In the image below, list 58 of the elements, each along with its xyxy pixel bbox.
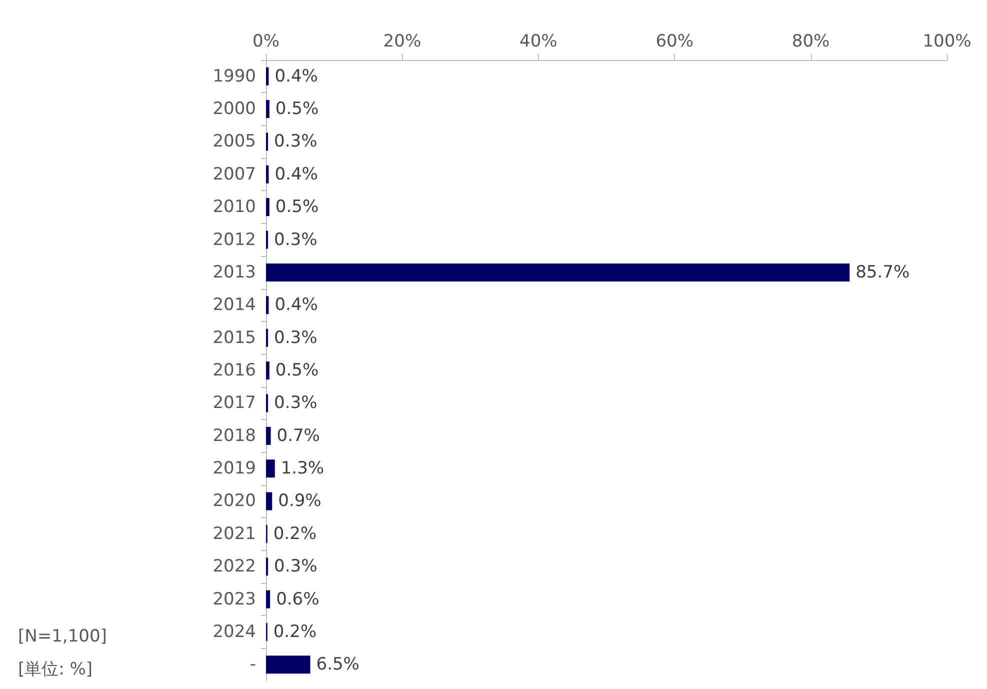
data-label: 0.5%	[275, 360, 319, 380]
y-tick-label: 2007	[212, 164, 256, 184]
x-tick-label: 100%	[922, 32, 972, 52]
bar	[266, 362, 270, 380]
data-label: 0.2%	[273, 622, 317, 642]
x-tick-label: 20%	[383, 32, 422, 52]
y-tick-label: 2018	[212, 426, 256, 446]
data-label: 0.4%	[274, 164, 318, 184]
data-label: 0.4%	[274, 66, 318, 86]
data-label: 0.9%	[278, 491, 322, 512]
y-tick-label: 2022	[212, 556, 256, 577]
y-tick-label: 2010	[212, 197, 256, 218]
x-tick-label: 40%	[520, 32, 558, 52]
bar	[266, 165, 269, 184]
x-tick-label: 60%	[656, 32, 694, 52]
bar	[266, 67, 269, 86]
data-label: 0.3%	[274, 132, 318, 152]
data-label: 0.5%	[275, 99, 319, 120]
bar	[266, 460, 275, 478]
bar	[266, 590, 270, 608]
bar	[266, 426, 271, 445]
y-tick-label: 2021	[212, 524, 256, 544]
data-label: 0.5%	[275, 197, 319, 218]
data-label: 85.7%	[856, 262, 910, 282]
data-label: 0.3%	[274, 328, 318, 348]
x-tick-label: 0%	[252, 32, 280, 52]
data-label: 1.3%	[280, 458, 324, 479]
y-tick-label: 2014	[212, 295, 256, 316]
y-tick-label: 2024	[212, 622, 256, 642]
data-label: 0.3%	[274, 230, 318, 250]
bar	[266, 492, 272, 510]
y-tick-label: 2023	[212, 589, 256, 610]
y-tick-label: 2005	[212, 132, 256, 152]
data-label: 0.3%	[274, 556, 318, 577]
bar	[266, 100, 270, 118]
bar	[266, 656, 310, 674]
data-label: 0.2%	[273, 524, 317, 544]
y-tick-label: 2017	[212, 393, 256, 414]
y-tick-label: 1990	[212, 66, 256, 86]
y-tick-label: -	[250, 654, 256, 675]
data-label: 0.6%	[276, 589, 320, 610]
data-label: 6.5%	[316, 654, 360, 675]
data-label: 0.7%	[276, 426, 320, 446]
bar	[266, 263, 850, 282]
y-tick-label: 2012	[212, 230, 256, 250]
data-label: 0.3%	[274, 393, 318, 414]
bar	[266, 296, 269, 314]
text: [単位: %]	[18, 660, 93, 680]
bar	[266, 198, 270, 216]
y-tick-label: 2015	[212, 328, 256, 348]
y-tick-label: 2000	[212, 99, 256, 120]
y-tick-label: 2013	[212, 262, 256, 282]
x-tick-label: 80%	[792, 32, 830, 52]
text: [N=1,100]	[18, 626, 107, 646]
y-tick-label: 2016	[212, 360, 256, 380]
y-tick-label: 2020	[212, 491, 256, 512]
data-label: 0.4%	[274, 295, 318, 316]
y-tick-label: 2019	[212, 458, 256, 479]
